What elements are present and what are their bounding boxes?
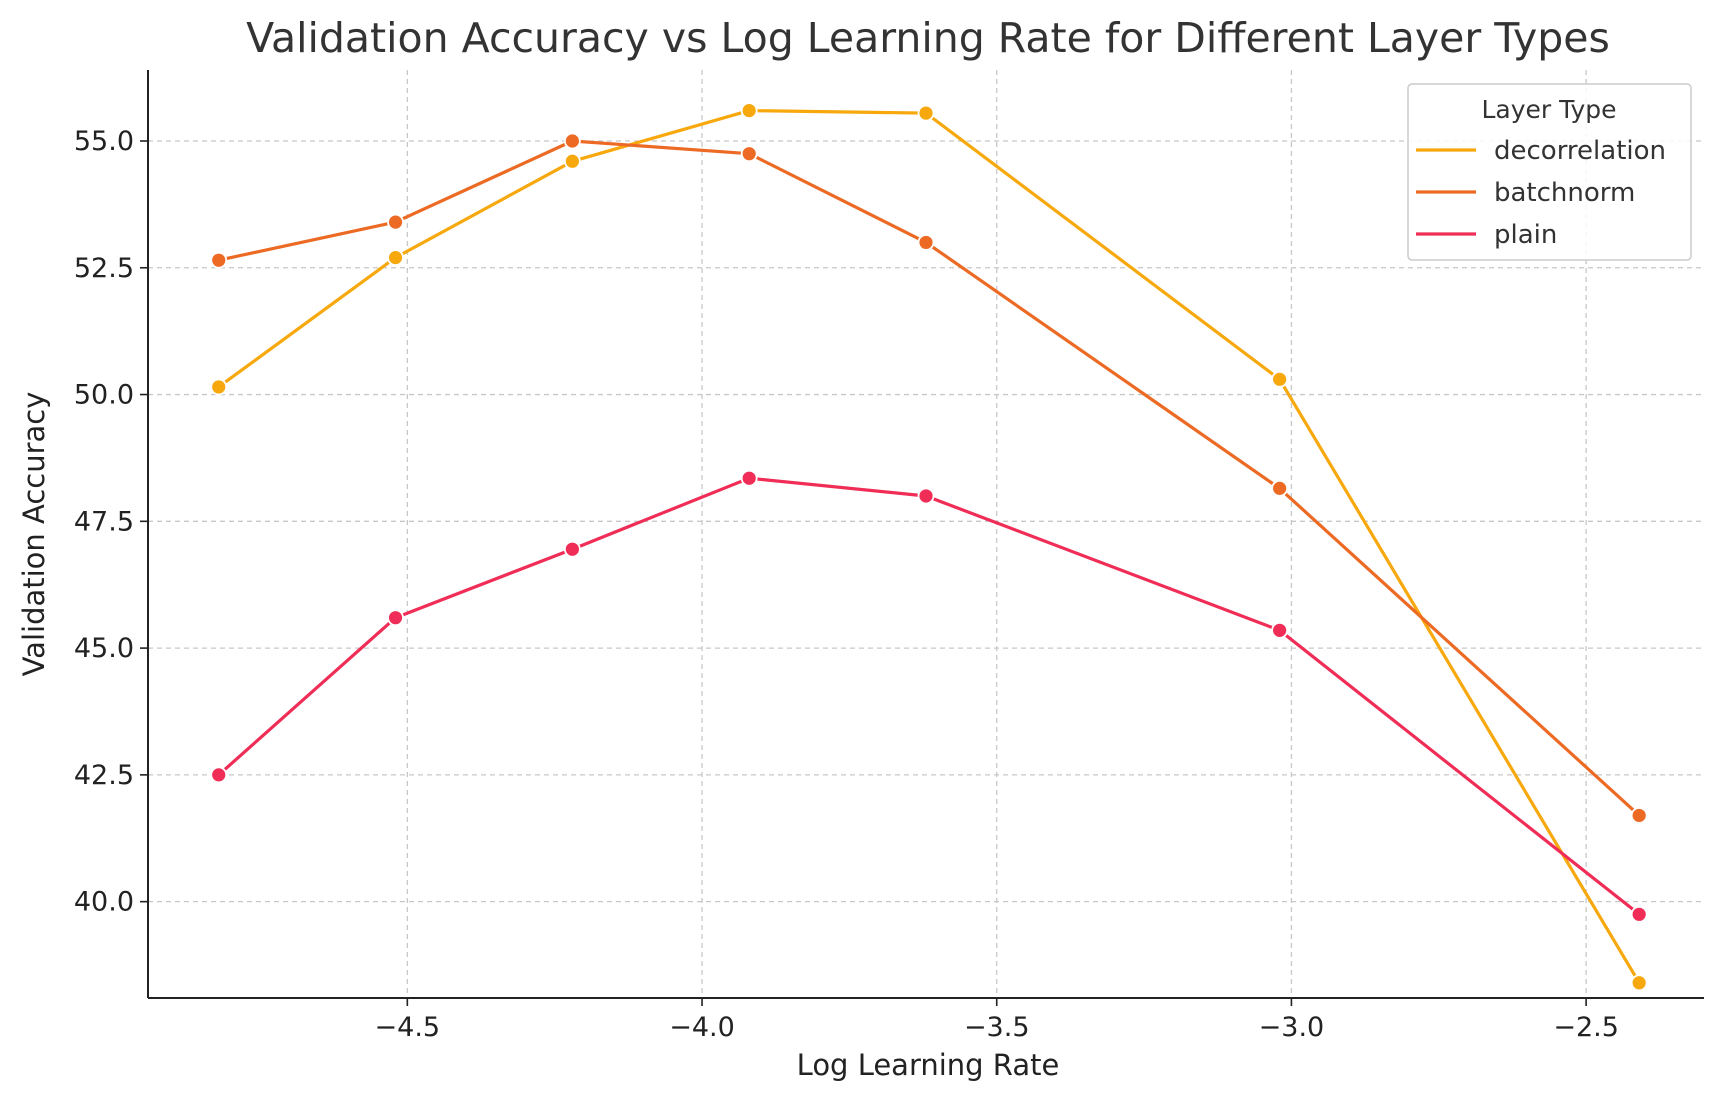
data-point-batchnorm: [740, 145, 758, 163]
x-tick-label: −2.5: [1553, 1012, 1619, 1043]
data-point-decorrelation: [740, 102, 758, 119]
grid: [148, 70, 1704, 998]
legend-label-plain: plain: [1494, 220, 1557, 250]
x-tick-label: −3.0: [1259, 1012, 1325, 1043]
data-point-batchnorm: [563, 132, 581, 150]
series-line-plain: [217, 476, 1641, 916]
data-point-plain: [210, 766, 228, 784]
data-point-plain: [917, 487, 935, 505]
y-tick-label: 50.0: [74, 380, 134, 411]
data-point-plain: [563, 540, 581, 558]
data-point-decorrelation: [917, 104, 935, 122]
data-point-decorrelation: [210, 378, 228, 396]
y-tick-label: 40.0: [74, 887, 134, 918]
series-group: [210, 102, 1648, 992]
y-tick-label: 55.0: [74, 126, 134, 157]
data-point-decorrelation: [387, 249, 404, 267]
axes: [140, 70, 1704, 1006]
data-point-plain: [740, 469, 758, 487]
y-tick-label: 45.0: [74, 633, 134, 664]
data-point-batchnorm: [387, 213, 404, 231]
data-point-decorrelation: [1271, 370, 1289, 388]
x-axis-label: Log Learning Rate: [797, 1048, 1060, 1082]
data-point-plain: [1630, 905, 1648, 923]
data-point-batchnorm: [1271, 479, 1289, 497]
data-point-decorrelation: [1630, 974, 1648, 992]
legend-label-decorrelation: decorrelation: [1494, 136, 1666, 166]
chart-title: Validation Accuracy vs Log Learning Rate…: [246, 14, 1610, 62]
tick-labels: −4.5 −4.0 −3.5 −3.0 −2.5 40.0 42.5 45.0 47.5 50.0…: [74, 126, 1619, 1043]
data-point-plain: [387, 609, 404, 627]
y-tick-label: 52.5: [74, 253, 134, 284]
y-axis-label: Validation Accuracy: [17, 392, 51, 677]
data-point-batchnorm: [1630, 807, 1648, 824]
legend-title: Layer Type: [1481, 95, 1616, 124]
y-tick-label: 47.5: [74, 506, 134, 537]
legend: Layer Type decorrelation batchnorm plain: [1407, 83, 1692, 261]
x-tick-label: −4.5: [375, 1012, 441, 1043]
legend-frame: [1407, 83, 1692, 261]
legend-label-batchnorm: batchnorm: [1494, 178, 1635, 208]
y-tick-label: 42.5: [74, 760, 134, 791]
x-tick-label: −4.0: [669, 1012, 735, 1043]
data-point-plain: [1271, 621, 1289, 639]
data-point-decorrelation: [563, 152, 581, 170]
data-point-batchnorm: [917, 234, 935, 251]
data-point-batchnorm: [210, 251, 228, 269]
x-tick-label: −3.5: [964, 1012, 1030, 1043]
